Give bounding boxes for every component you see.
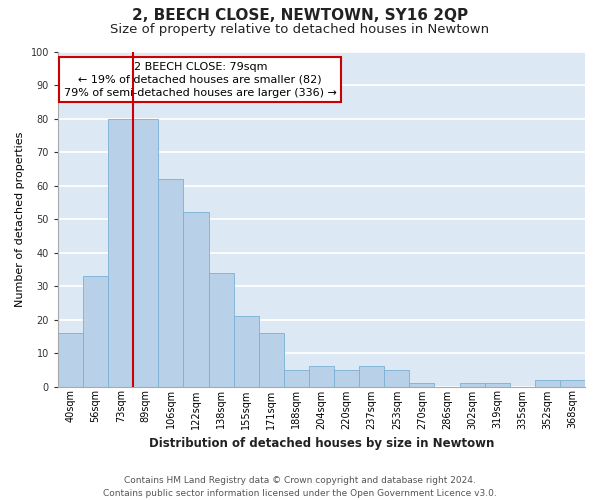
Text: 2, BEECH CLOSE, NEWTOWN, SY16 2QP: 2, BEECH CLOSE, NEWTOWN, SY16 2QP — [132, 8, 468, 22]
Bar — [108, 118, 133, 386]
Text: Size of property relative to detached houses in Newtown: Size of property relative to detached ho… — [110, 22, 490, 36]
Bar — [209, 272, 233, 386]
Y-axis label: Number of detached properties: Number of detached properties — [15, 132, 25, 306]
X-axis label: Distribution of detached houses by size in Newtown: Distribution of detached houses by size … — [149, 437, 494, 450]
Bar — [233, 316, 259, 386]
Bar — [359, 366, 384, 386]
Bar — [83, 276, 108, 386]
Bar — [309, 366, 334, 386]
Text: 2 BEECH CLOSE: 79sqm
← 19% of detached houses are smaller (82)
79% of semi-detac: 2 BEECH CLOSE: 79sqm ← 19% of detached h… — [64, 62, 337, 98]
Bar — [460, 383, 485, 386]
Text: Contains HM Land Registry data © Crown copyright and database right 2024.
Contai: Contains HM Land Registry data © Crown c… — [103, 476, 497, 498]
Bar — [409, 383, 434, 386]
Bar — [133, 118, 158, 386]
Bar — [58, 333, 83, 386]
Bar — [158, 179, 184, 386]
Bar — [560, 380, 585, 386]
Bar — [259, 333, 284, 386]
Bar — [384, 370, 409, 386]
Bar — [535, 380, 560, 386]
Bar — [284, 370, 309, 386]
Bar — [485, 383, 510, 386]
Bar — [184, 212, 209, 386]
Bar — [334, 370, 359, 386]
